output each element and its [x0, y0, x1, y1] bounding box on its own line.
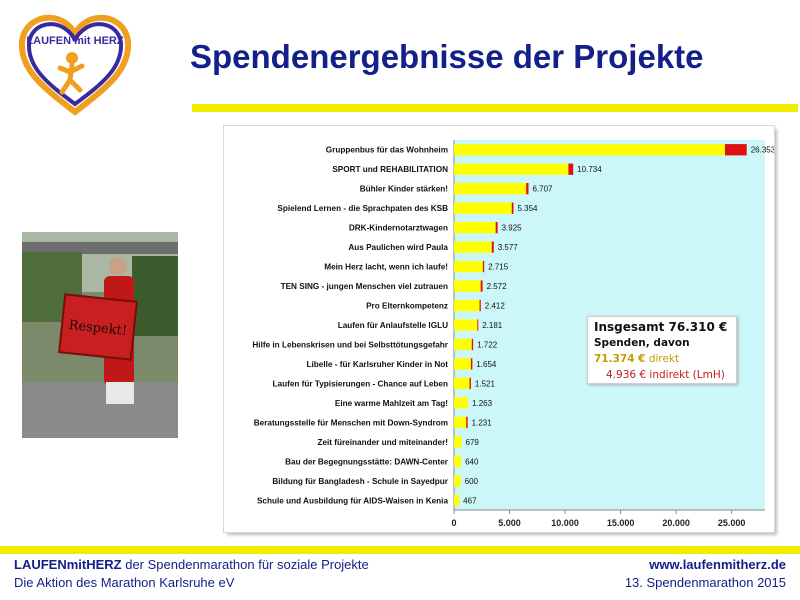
bar-direct — [454, 163, 569, 175]
x-tick-label: 10.000 — [551, 518, 579, 528]
category-label: Bau der Begegnungsstätte: DAWN-Center — [285, 457, 449, 466]
bar-direct — [454, 260, 483, 273]
category-label: Pro Elternkompetenz — [366, 302, 448, 311]
bar-direct — [454, 202, 512, 214]
value-label: 3.925 — [502, 224, 523, 233]
category-label: Aus Paulichen wird Paula — [348, 243, 448, 252]
x-tick-label: 15.000 — [607, 518, 635, 528]
footer-brand: LAUFENmitHERZ — [14, 557, 122, 572]
bar-indirect — [495, 221, 498, 234]
category-label: Bühler Kinder stärken! — [360, 185, 448, 194]
category-label: SPORT und REHABILITATION — [332, 165, 448, 174]
svg-text:LAUFEN mit HERZ: LAUFEN mit HERZ — [26, 35, 123, 47]
value-label: 640 — [465, 457, 479, 466]
total-subtitle: Spenden, davon — [594, 337, 690, 349]
footer-edition: 13. Spendenmarathon 2015 — [624, 575, 786, 590]
bar-direct — [454, 183, 527, 195]
category-label: Spielend Lernen - die Sprachpaten des KS… — [277, 204, 448, 213]
photo-banner-text: Respekt! — [68, 318, 128, 339]
bar-direct — [454, 377, 470, 390]
bar-direct — [454, 436, 462, 448]
value-label: 1.263 — [472, 399, 493, 408]
bar-indirect — [511, 202, 514, 214]
footer-website[interactable]: www.laufenmitherz.de — [649, 557, 786, 572]
category-label: Zeit füreinander und miteinander! — [317, 438, 448, 447]
direct-label: direkt — [645, 353, 680, 365]
bar-indirect — [480, 280, 483, 292]
bar-indirect — [471, 338, 474, 351]
bar-direct — [454, 494, 460, 506]
bar-indirect — [491, 241, 494, 253]
bar-direct — [454, 280, 481, 292]
category-label: Beratungsstelle für Menschen mit Down-Sy… — [254, 418, 448, 427]
category-label: Bildung für Bangladesh - Schule in Sayed… — [272, 477, 448, 486]
value-label: 1.521 — [475, 379, 496, 388]
bar-indirect — [469, 377, 471, 390]
bar-indirect — [466, 416, 468, 429]
x-tick-label: 0 — [451, 518, 456, 528]
bar-direct — [454, 241, 492, 253]
category-label: Laufen für Typisierungen - Chance auf Le… — [273, 379, 448, 388]
bar-direct — [454, 397, 469, 409]
category-label: Mein Herz lacht, wenn ich laufe! — [324, 263, 448, 272]
category-label: Laufen für Anlaufstelle IGLU — [338, 321, 448, 330]
bar-direct — [454, 358, 471, 370]
category-label: Hilfe in Lebenskrisen und bei Selbsttötu… — [252, 340, 448, 349]
value-label: 600 — [465, 477, 479, 486]
bar-indirect — [477, 319, 479, 331]
x-tick-label: 20.000 — [662, 518, 690, 528]
bar-direct — [454, 475, 461, 487]
value-label: 10.734 — [577, 165, 602, 174]
total-summary-box: Insgesamt 76.310 € Spenden, davon 71.374… — [587, 316, 737, 384]
bar-indirect — [470, 358, 473, 370]
value-label: 679 — [466, 438, 480, 447]
value-label: 26.353 — [751, 146, 774, 155]
direct-amount-line: 71.374 € direkt — [594, 351, 730, 367]
category-label: Gruppenbus für das Wohnheim — [326, 146, 448, 155]
bar-direct — [454, 338, 472, 351]
value-label: 1.722 — [477, 340, 498, 349]
bar-indirect — [526, 183, 529, 195]
direct-amount: 71.374 € — [594, 353, 646, 365]
category-label: DRK-Kindernotarztwagen — [349, 224, 448, 233]
footer-tagline-text: der Spendenmarathon für soziale Projekte — [121, 557, 369, 572]
value-label: 2.572 — [487, 282, 508, 291]
category-label: TEN SING - jungen Menschen viel zutrauen — [281, 282, 448, 291]
category-label: Eine warme Mahlzeit am Tag! — [335, 399, 448, 408]
slide-title: Spendenergebnisse der Projekte — [190, 38, 704, 75]
value-label: 2.181 — [482, 321, 503, 330]
runner-photo: Respekt! — [22, 232, 178, 438]
bar-direct — [454, 144, 726, 156]
x-tick-label: 5.000 — [498, 518, 521, 528]
value-label: 2.412 — [485, 302, 506, 311]
category-label: Schule und Ausbildung für AIDS-Waisen in… — [257, 496, 448, 505]
indirect-amount: 4.936 € indirekt (LmH) — [606, 369, 725, 381]
bar-direct — [454, 455, 462, 467]
bar-indirect — [725, 144, 747, 156]
x-tick-label: 25.000 — [718, 518, 746, 528]
bar-direct — [454, 416, 467, 429]
title-underline — [192, 104, 798, 112]
value-label: 467 — [463, 496, 477, 505]
value-label: 6.707 — [532, 185, 553, 194]
category-label: Libelle - für Karlsruher Kinder in Not — [307, 360, 449, 369]
value-label: 2.715 — [488, 263, 509, 272]
bar-direct — [454, 299, 480, 312]
value-label: 5.354 — [517, 204, 538, 213]
total-amount: Insgesamt 76.310 € — [594, 320, 728, 334]
bar-indirect — [568, 163, 574, 175]
value-label: 3.577 — [498, 243, 519, 252]
bar-direct — [454, 221, 496, 234]
footer-rule — [0, 546, 800, 554]
footer-tagline: LAUFENmitHERZ der Spendenmarathon für so… — [14, 557, 369, 572]
bar-direct — [454, 319, 478, 331]
footer-organizer: Die Aktion des Marathon Karlsruhe eV — [14, 575, 235, 590]
bar-indirect — [482, 260, 485, 273]
laufen-mit-herz-logo: LAUFEN mit HERZ — [14, 8, 136, 118]
bar-indirect — [479, 299, 481, 312]
value-label: 1.231 — [472, 418, 493, 427]
value-label: 1.654 — [476, 360, 497, 369]
